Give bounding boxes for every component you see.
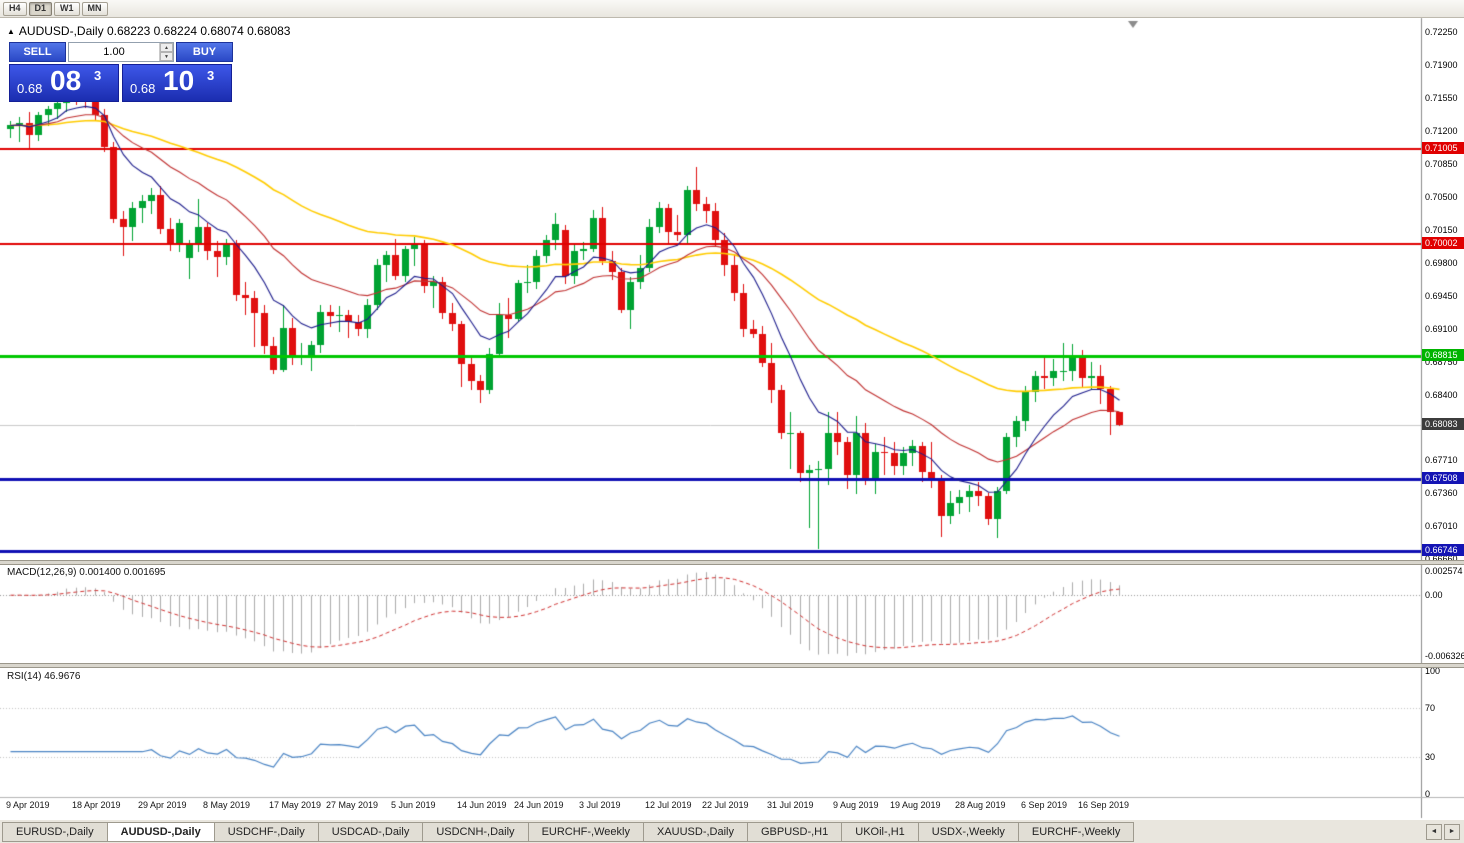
volume-increase-button[interactable]: ▲ <box>160 43 173 52</box>
timeframe-button-w1[interactable]: W1 <box>54 1 80 16</box>
price-level-badge: 0.71005 <box>1422 142 1464 155</box>
chart-tab-usdcad-daily[interactable]: USDCAD-,Daily <box>317 822 423 842</box>
one-click-collapse-icon[interactable]: ▲ <box>7 27 15 36</box>
time-axis-label: 18 Apr 2019 <box>72 800 121 810</box>
macd-axis-max: 0.002574 <box>1425 566 1463 576</box>
price-axis-label: 0.67360 <box>1425 488 1458 499</box>
volume-decrease-button[interactable]: ▼ <box>160 52 173 61</box>
ask-price-pipette: 3 <box>207 68 215 83</box>
chart-tab-eurusd-daily[interactable]: EURUSD-,Daily <box>2 822 107 842</box>
timeframe-button-d1[interactable]: D1 <box>28 1 53 16</box>
tab-scroll-left-icon[interactable]: ◄ <box>1426 823 1442 840</box>
time-axis-label: 17 May 2019 <box>269 800 322 810</box>
time-axis-label: 9 Aug 2019 <box>833 800 879 810</box>
chart-tab-ukoil-h1[interactable]: UKOil-,H1 <box>841 822 918 842</box>
tab-scroll-controls: ◄ ► <box>1424 820 1464 843</box>
price-axis-label: 0.69800 <box>1425 258 1458 269</box>
price-axis-label: 0.70150 <box>1425 225 1458 236</box>
time-axis-label: 5 Jun 2019 <box>391 800 436 810</box>
price-axis-label: 0.66660 <box>1425 554 1458 564</box>
price-level-badge: 0.68815 <box>1422 348 1464 361</box>
time-axis-label: 3 Jul 2019 <box>579 800 621 810</box>
chart-tab-usdchf-daily[interactable]: USDCHF-,Daily <box>213 822 318 842</box>
rsi-indicator-label: RSI(14) 46.9676 <box>7 671 80 682</box>
timeframe-toolbar: H4 D1 W1 MN <box>0 0 1464 18</box>
volume-input[interactable] <box>69 43 159 61</box>
price-axis-label: 0.69450 <box>1425 291 1458 302</box>
pane-separator-macd[interactable] <box>0 560 1464 565</box>
time-axis-label: 14 Jun 2019 <box>457 800 507 810</box>
price-level-badge: 0.66746 <box>1422 543 1464 556</box>
time-axis-label: 27 May 2019 <box>326 800 379 810</box>
rsi-axis-label: 70 <box>1425 702 1436 713</box>
rsi-axis-label: 0 <box>1425 789 1431 799</box>
chart-tab-eurchf-weekly[interactable]: EURCHF-,Weekly <box>527 822 643 842</box>
timeframe-button-h4[interactable]: H4 <box>3 1 27 16</box>
volume-field: ▲ ▼ <box>68 42 174 62</box>
price-level-badge: 0.70002 <box>1422 237 1464 250</box>
ask-price-button[interactable]: 0.68 10 3 <box>122 64 232 102</box>
macd-indicator-label: MACD(12,26,9) 0.001400 0.001695 <box>7 567 165 578</box>
price-axis-label: 0.68400 <box>1425 390 1458 401</box>
time-axis-label: 28 Aug 2019 <box>955 800 1006 810</box>
time-axis-label: 19 Aug 2019 <box>890 800 941 810</box>
macd-axis-min: -0.006326 <box>1425 651 1464 661</box>
macd-values: 0.001400 0.001695 <box>79 567 166 578</box>
chart-tab-xauusd-daily[interactable]: XAUUSD-,Daily <box>642 822 747 842</box>
price-axis-label: 0.71550 <box>1425 93 1458 104</box>
price-axis-label: 0.69100 <box>1425 324 1458 335</box>
chart-tabs: EURUSD-,Daily AUDUSD-,Daily USDCHF-,Daily U… <box>2 822 1135 843</box>
one-click-trading-panel: SELL ▲ ▼ BUY 0.68 08 3 0.68 10 3 <box>9 42 233 102</box>
chart-tab-usdcnh-daily[interactable]: USDCNH-,Daily <box>422 822 528 842</box>
bid-price-pipette: 3 <box>94 68 102 83</box>
price-level-badge: 0.68083 <box>1422 417 1464 430</box>
chart-ohlc-values: 0.68223 0.68224 0.68074 0.68083 <box>106 24 291 38</box>
price-axis-label: 0.71900 <box>1425 60 1458 71</box>
ask-price-pips: 10 <box>163 65 195 96</box>
buy-button[interactable]: BUY <box>176 42 233 62</box>
bid-price-pips: 08 <box>50 65 82 96</box>
price-axis-label: 0.71200 <box>1425 126 1458 137</box>
time-axis-label: 22 Jul 2019 <box>702 800 749 810</box>
tab-scroll-right-icon[interactable]: ► <box>1444 823 1460 840</box>
price-axis-label: 0.67010 <box>1425 521 1458 532</box>
pane-separator-rsi[interactable] <box>0 663 1464 668</box>
timeframe-button-mn[interactable]: MN <box>81 1 108 16</box>
chart-symbol-label: AUDUSD-,Daily <box>18 24 104 38</box>
time-axis-label: 24 Jun 2019 <box>514 800 564 810</box>
time-axis-label: 6 Sep 2019 <box>1021 800 1068 810</box>
chart-tab-audusd-daily[interactable]: AUDUSD-,Daily <box>106 822 214 842</box>
volume-spinner: ▲ ▼ <box>159 43 173 61</box>
price-axis-label: 0.70850 <box>1425 159 1458 170</box>
chart-tab-gbpusd-h1[interactable]: GBPUSD-,H1 <box>747 822 842 842</box>
price-axis-label: 0.67710 <box>1425 455 1458 466</box>
rsi-name: RSI(14) <box>7 671 42 682</box>
price-axis-label: 0.70500 <box>1425 192 1458 203</box>
rsi-value: 46.9676 <box>44 671 81 682</box>
time-axis-label: 16 Sep 2019 <box>1078 800 1130 810</box>
chart-tab-usdx-weekly[interactable]: USDX-,Weekly <box>917 822 1018 842</box>
price-level-badge: 0.67508 <box>1422 472 1464 485</box>
macd-axis-zero: 0.00 <box>1425 589 1443 600</box>
price-axis-label: 0.72250 <box>1425 27 1458 38</box>
macd-name: MACD(12,26,9) <box>7 567 77 578</box>
sell-button[interactable]: SELL <box>9 42 66 62</box>
time-axis-label: 9 Apr 2019 <box>6 800 50 810</box>
time-axis-label: 29 Apr 2019 <box>138 800 187 810</box>
price-axis-label: 0.68750 <box>1425 357 1458 368</box>
chart-tab-bar: EURUSD-,Daily AUDUSD-,Daily USDCHF-,Daily U… <box>0 819 1464 843</box>
rsi-axis-label: 30 <box>1425 752 1436 763</box>
chart-tab-eurchf-weekly[interactable]: EURCHF-,Weekly <box>1017 822 1135 842</box>
time-axis-label: 12 Jul 2019 <box>645 800 692 810</box>
rsi-axis-label: 100 <box>1425 666 1441 676</box>
bid-price-button[interactable]: 0.68 08 3 <box>9 64 119 102</box>
chart-title: ▲ AUDUSD-,Daily 0.68223 0.68224 0.68074 0… <box>7 24 290 38</box>
time-axis-label: 31 Jul 2019 <box>767 800 814 810</box>
time-axis-label: 8 May 2019 <box>203 800 251 810</box>
ask-price-major: 0.68 <box>130 81 156 96</box>
bid-price-major: 0.68 <box>17 81 43 96</box>
